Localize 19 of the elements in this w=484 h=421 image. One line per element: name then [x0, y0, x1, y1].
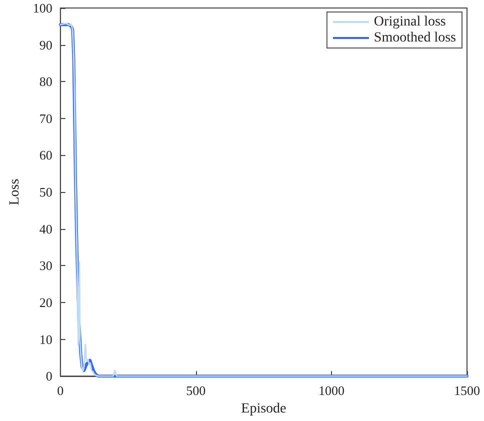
x-tick-label: 1000 [318, 383, 344, 398]
x-tick-label: 1500 [454, 383, 480, 398]
y-tick-label: 30 [39, 258, 52, 274]
x-tick-label: 500 [186, 383, 206, 398]
y-tick-label: 40 [39, 221, 52, 236]
y-tick-label: 100 [32, 0, 52, 16]
y-tick-label: 60 [39, 148, 52, 163]
y-tick-label: 10 [39, 332, 52, 347]
y-tick-label: 90 [39, 37, 52, 52]
x-tick-label: 0 [57, 383, 64, 398]
legend-label: Original loss [374, 14, 446, 30]
y-tick-label: 70 [39, 110, 52, 126]
y-tick-label: 80 [39, 74, 52, 90]
y-tick-label: 50 [39, 184, 52, 200]
y-tick-label: 20 [39, 294, 52, 310]
legend-label: Smoothed loss [374, 30, 456, 46]
x-axis-title: Episode [241, 402, 286, 416]
y-axis-title: Loss [8, 178, 22, 206]
y-tick-label: 0 [46, 368, 52, 384]
